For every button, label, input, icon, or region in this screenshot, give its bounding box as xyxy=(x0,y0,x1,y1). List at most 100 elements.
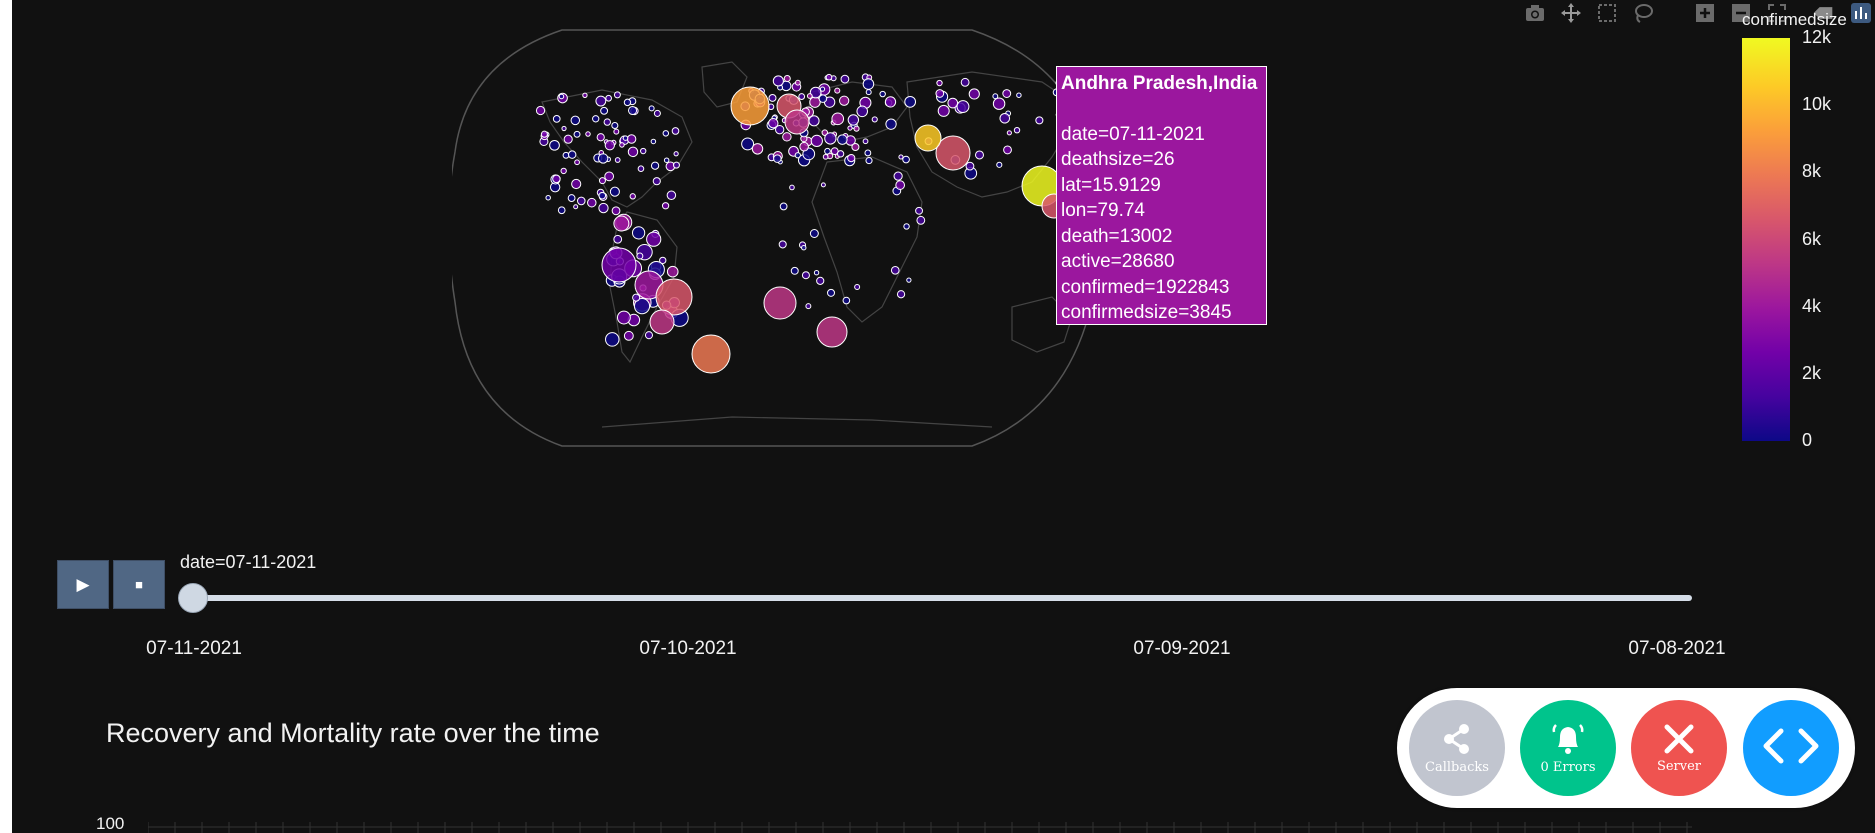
map-marker[interactable] xyxy=(896,290,906,299)
map-marker[interactable] xyxy=(830,147,839,156)
map-marker[interactable] xyxy=(853,125,860,132)
map-marker[interactable] xyxy=(623,330,634,341)
map-marker[interactable] xyxy=(864,149,872,157)
map-marker[interactable] xyxy=(592,115,600,123)
slider-label[interactable]: 07-10-2021 xyxy=(639,638,737,659)
map-marker[interactable] xyxy=(773,154,782,163)
map-marker[interactable] xyxy=(662,130,670,137)
map-marker[interactable] xyxy=(904,95,917,108)
map-marker[interactable] xyxy=(631,226,646,240)
map-marker[interactable] xyxy=(782,132,792,142)
reset-icon[interactable] xyxy=(1812,2,1834,24)
map-marker[interactable] xyxy=(622,135,629,141)
map-marker[interactable] xyxy=(825,73,833,81)
map-marker[interactable] xyxy=(779,202,788,211)
map-marker[interactable] xyxy=(561,125,567,132)
map-marker[interactable] xyxy=(789,184,795,191)
slider-label[interactable]: 07-11-2021 xyxy=(146,638,242,659)
map-marker[interactable] xyxy=(847,114,860,126)
slider-rail[interactable] xyxy=(194,595,1692,601)
map-marker[interactable] xyxy=(935,89,945,98)
map-marker[interactable] xyxy=(840,74,850,84)
zoom-in-icon[interactable] xyxy=(1694,2,1716,24)
map-marker-large[interactable] xyxy=(914,124,942,152)
map-marker[interactable] xyxy=(856,105,869,118)
map-marker[interactable] xyxy=(558,93,565,100)
map-marker[interactable] xyxy=(778,240,787,249)
map-marker-large[interactable] xyxy=(649,309,675,335)
map-marker[interactable] xyxy=(650,161,660,170)
map-marker[interactable] xyxy=(659,256,667,265)
map-marker[interactable] xyxy=(582,92,588,98)
map-marker[interactable] xyxy=(999,112,1011,124)
map-marker[interactable] xyxy=(862,78,875,90)
map-marker[interactable] xyxy=(1016,92,1022,98)
map-marker[interactable] xyxy=(801,245,807,251)
map-marker[interactable] xyxy=(535,105,546,116)
map-marker[interactable] xyxy=(818,94,828,103)
map-marker[interactable] xyxy=(1035,116,1044,125)
map-marker[interactable] xyxy=(619,142,625,148)
map-marker[interactable] xyxy=(613,215,630,232)
map-marker[interactable] xyxy=(813,270,820,276)
map-marker[interactable] xyxy=(936,79,943,87)
map-marker[interactable] xyxy=(600,106,609,115)
map-marker[interactable] xyxy=(563,134,573,144)
map-marker[interactable] xyxy=(595,95,607,107)
map-marker[interactable] xyxy=(605,94,612,102)
map-marker[interactable] xyxy=(809,86,822,99)
map-marker[interactable] xyxy=(637,165,645,173)
slider-handle[interactable] xyxy=(178,583,208,613)
map-marker[interactable] xyxy=(956,100,970,114)
map-marker-large[interactable] xyxy=(730,86,770,126)
map-marker[interactable] xyxy=(827,288,835,297)
map-marker[interactable] xyxy=(790,266,799,275)
map-marker[interactable] xyxy=(751,143,764,155)
play-button[interactable]: ▶ xyxy=(57,560,109,609)
map-marker-large[interactable] xyxy=(691,334,731,374)
map-marker[interactable] xyxy=(613,128,620,135)
map-marker[interactable] xyxy=(916,215,926,225)
map-marker-large[interactable] xyxy=(601,247,637,283)
map-marker[interactable] xyxy=(648,105,655,112)
map-marker[interactable] xyxy=(865,157,873,165)
callbacks-button[interactable]: Callbacks xyxy=(1409,700,1505,796)
map-marker[interactable] xyxy=(560,167,567,175)
map-marker[interactable] xyxy=(879,90,886,98)
map-marker[interactable] xyxy=(893,171,903,181)
map-marker[interactable] xyxy=(627,146,639,158)
code-button[interactable] xyxy=(1743,700,1839,796)
map-marker[interactable] xyxy=(598,191,607,200)
map-marker[interactable] xyxy=(885,118,897,130)
map-marker[interactable] xyxy=(799,141,809,152)
map-marker[interactable] xyxy=(549,139,560,151)
map-marker[interactable] xyxy=(613,234,623,244)
map-marker-large[interactable] xyxy=(655,278,693,316)
map-marker[interactable] xyxy=(862,138,869,145)
map-marker[interactable] xyxy=(915,206,923,215)
map-marker[interactable] xyxy=(598,177,606,185)
map-marker[interactable] xyxy=(847,125,853,131)
map-marker[interactable] xyxy=(597,153,609,164)
map-marker[interactable] xyxy=(540,130,548,138)
map-marker[interactable] xyxy=(611,206,621,216)
map-marker[interactable] xyxy=(806,93,813,99)
map-marker[interactable] xyxy=(653,109,661,117)
map-marker[interactable] xyxy=(1013,126,1021,134)
map-marker[interactable] xyxy=(801,271,810,280)
map-marker-large[interactable] xyxy=(935,135,971,171)
map-marker[interactable] xyxy=(824,132,837,145)
map-marker[interactable] xyxy=(646,231,662,247)
map-marker[interactable] xyxy=(974,150,984,160)
errors-button[interactable]: 0 Errors xyxy=(1520,700,1616,796)
map-marker[interactable] xyxy=(604,140,615,151)
map-marker[interactable] xyxy=(992,97,1006,110)
map-marker[interactable] xyxy=(884,96,897,108)
map-marker[interactable] xyxy=(831,112,845,126)
map-marker[interactable] xyxy=(632,293,641,302)
map-marker[interactable] xyxy=(865,89,872,96)
map-marker[interactable] xyxy=(1002,89,1012,98)
map-marker[interactable] xyxy=(947,97,959,109)
map-marker[interactable] xyxy=(576,196,586,206)
map-marker[interactable] xyxy=(968,88,980,100)
